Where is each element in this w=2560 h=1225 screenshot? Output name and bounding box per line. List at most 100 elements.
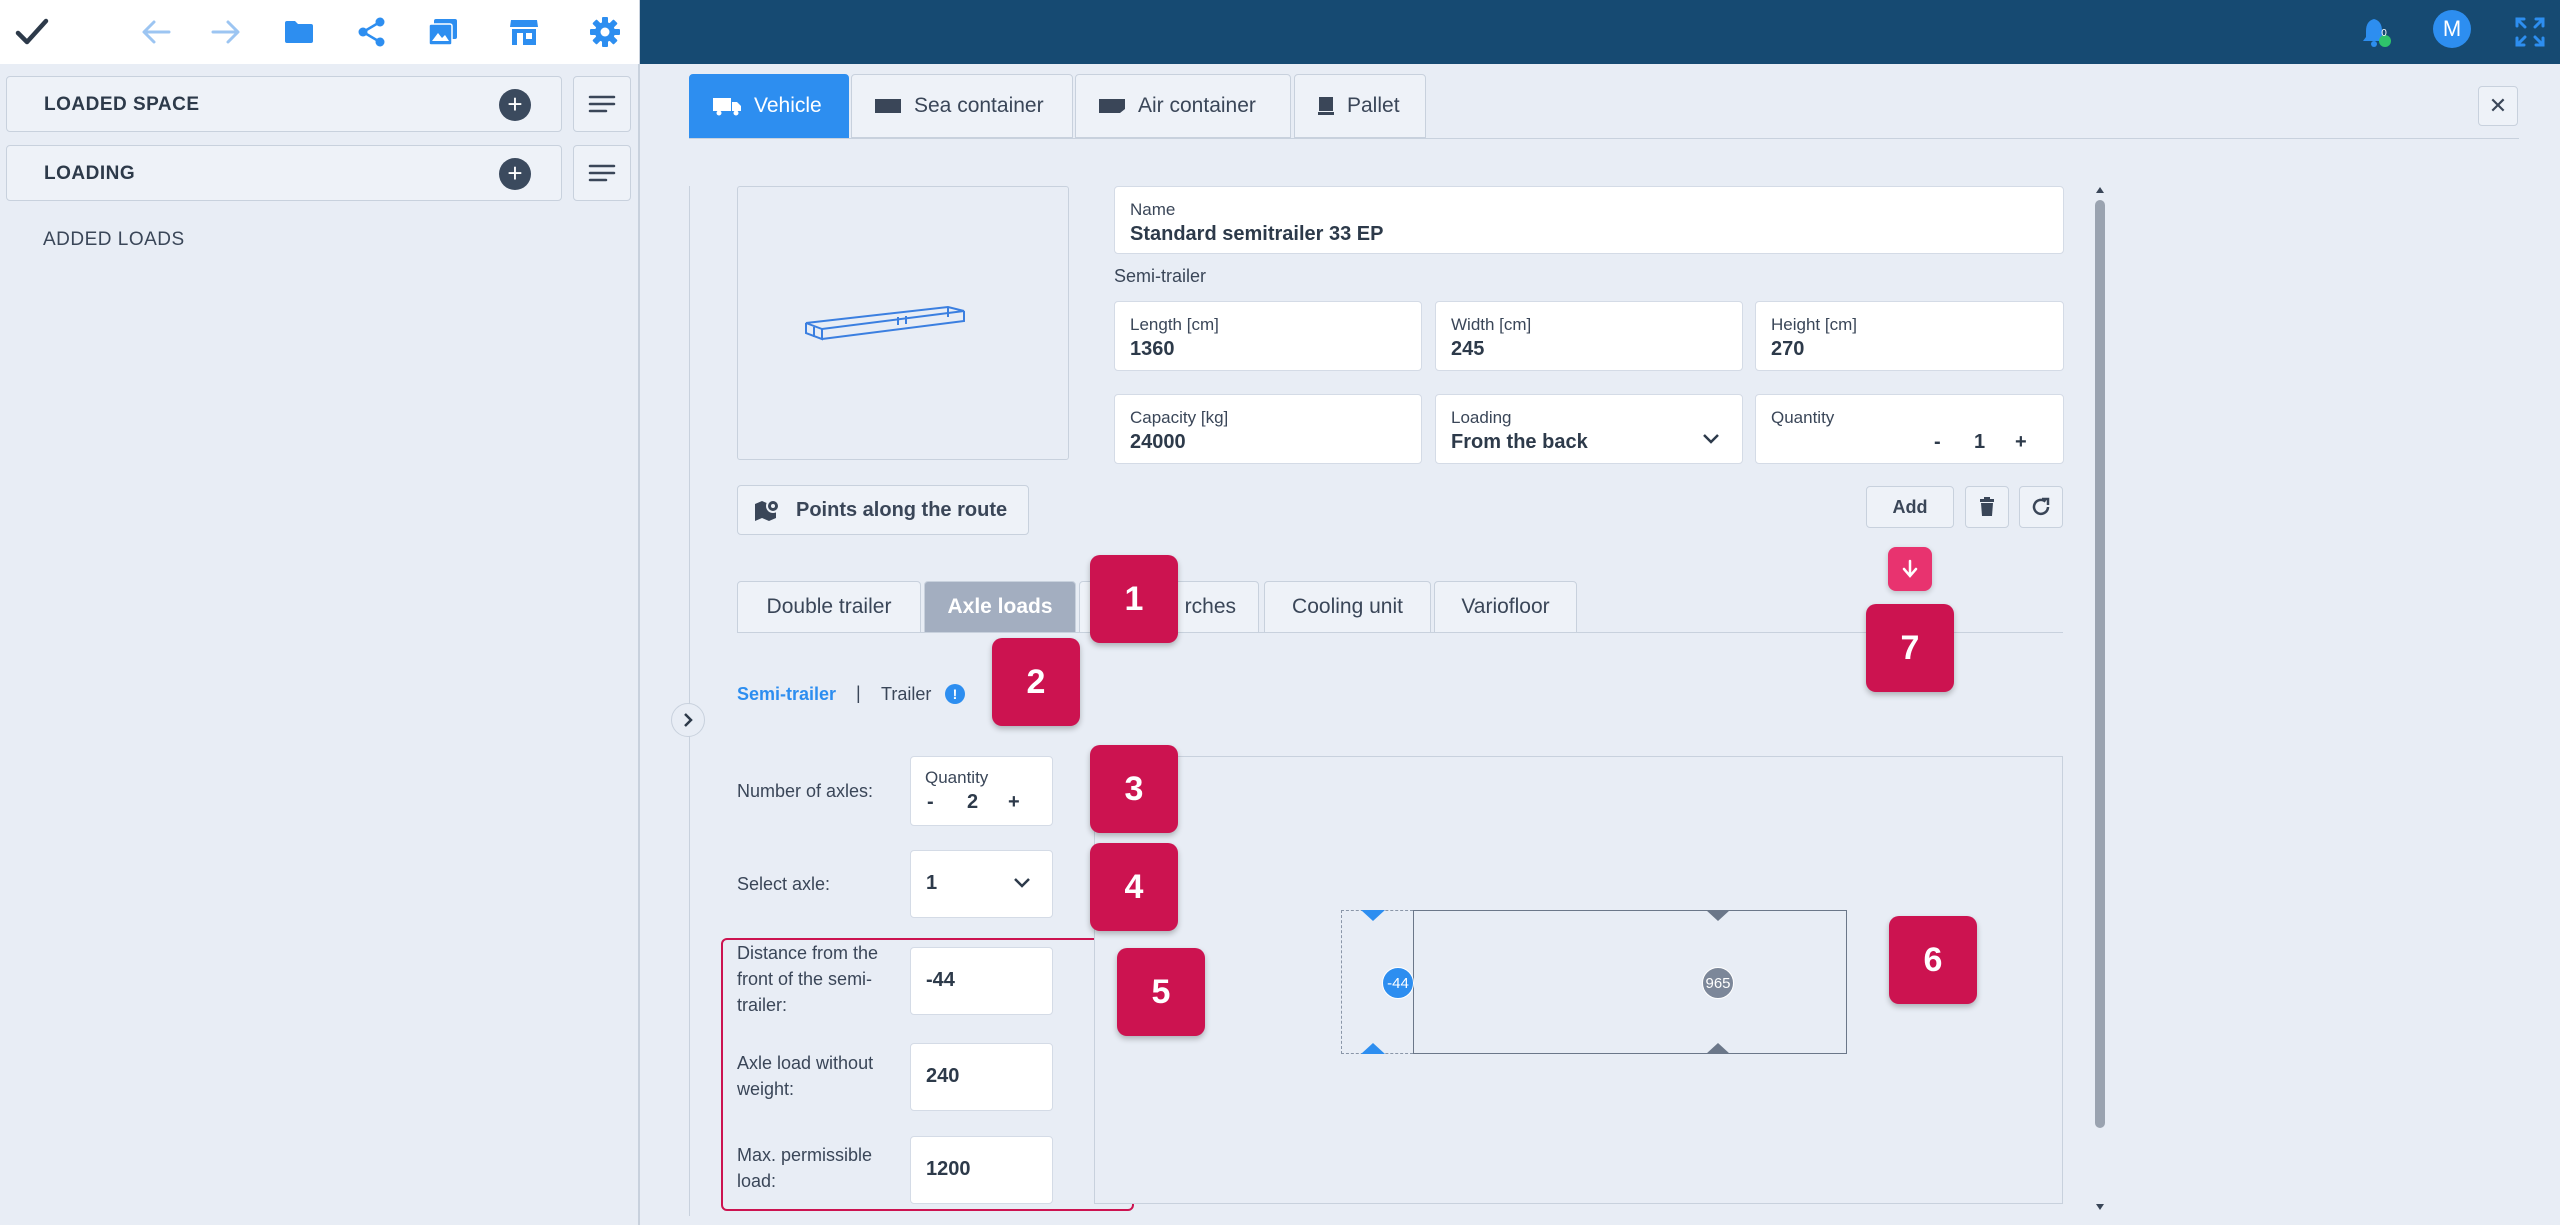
folder-icon[interactable] xyxy=(279,12,319,52)
select-axle-dropdown[interactable]: 1 xyxy=(910,850,1053,918)
marker-6: 6 xyxy=(1889,916,1977,1004)
quantity-plus-button[interactable]: + xyxy=(2015,431,2027,453)
expand-chevron-icon[interactable] xyxy=(671,703,705,737)
loading-label: LOADING xyxy=(44,163,136,184)
name-label: Name xyxy=(1130,200,1176,219)
forward-arrow-icon[interactable] xyxy=(206,12,246,52)
axle-load-input[interactable]: 240 xyxy=(910,1043,1053,1111)
axle-quantity-stepper[interactable]: Quantity - 2 + xyxy=(910,756,1053,826)
bell-icon[interactable] xyxy=(2356,12,2396,52)
axle2-handle[interactable]: 965 xyxy=(1702,967,1734,999)
capacity-field[interactable]: Capacity [kg] 24000 xyxy=(1114,394,1422,464)
subtab-axle-loads[interactable]: Axle loads xyxy=(924,581,1076,633)
delete-icon[interactable] xyxy=(1965,486,2009,528)
name-field[interactable]: Name Standard semitrailer 33 EP xyxy=(1114,186,2064,254)
axle-quantity-value: 2 xyxy=(967,791,979,813)
semi-trailer-toggle[interactable]: Semi-trailer xyxy=(737,684,837,704)
axle1-handle[interactable]: -44 xyxy=(1382,967,1414,999)
axle-quantity-label: Quantity xyxy=(925,768,989,787)
scrollbar[interactable] xyxy=(2093,186,2107,1216)
image-icon[interactable] xyxy=(423,12,463,52)
chevron-down-icon xyxy=(1014,878,1030,888)
vehicle-image xyxy=(737,186,1069,460)
back-arrow-icon[interactable] xyxy=(136,12,176,52)
loading-row[interactable]: LOADING + xyxy=(6,145,562,201)
scrollbar-thumb[interactable] xyxy=(2095,200,2105,1128)
info-icon[interactable]: ! xyxy=(945,684,965,704)
subtab-cooling-unit[interactable]: Cooling unit xyxy=(1264,581,1431,633)
check-icon[interactable] xyxy=(12,12,52,52)
capacity-value: 24000 xyxy=(1130,431,1186,453)
toggle-separator: | xyxy=(856,683,861,703)
marker-1: 1 xyxy=(1090,555,1178,643)
loading-label-field: Loading xyxy=(1451,408,1512,427)
loading-select[interactable]: Loading From the back xyxy=(1435,394,1743,464)
loaded-space-label: LOADED SPACE xyxy=(44,94,200,115)
max-load-input[interactable]: 1200 xyxy=(910,1136,1053,1204)
length-label: Length [cm] xyxy=(1130,315,1219,334)
scroll-down-arrow-icon[interactable] xyxy=(1888,547,1932,591)
quantity-stepper[interactable]: Quantity - 1 + xyxy=(1755,394,2064,464)
axle-load-value: 240 xyxy=(926,1065,960,1087)
trailer-toggle[interactable]: Trailer xyxy=(881,684,932,704)
tab-sea-container[interactable]: Sea container xyxy=(851,74,1073,138)
subtab-double-trailer[interactable]: Double trailer xyxy=(737,581,921,633)
height-label: Height [cm] xyxy=(1771,315,1857,334)
store-icon[interactable] xyxy=(504,12,544,52)
length-field[interactable]: Length [cm] 1360 xyxy=(1114,301,1422,371)
loading-menu-icon[interactable] xyxy=(573,145,631,201)
max-load-value: 1200 xyxy=(926,1158,971,1180)
trailer-outline xyxy=(1413,910,1847,1054)
add-button[interactable]: Add xyxy=(1866,486,1954,528)
semitrailer-icon xyxy=(805,305,965,341)
close-icon[interactable]: ✕ xyxy=(2478,86,2518,126)
gear-icon[interactable] xyxy=(585,12,625,52)
refresh-icon[interactable] xyxy=(2019,486,2063,528)
axle-quantity-plus-button[interactable]: + xyxy=(1008,791,1020,813)
subtabs-divider xyxy=(737,632,2063,633)
name-value: Standard semitrailer 33 EP xyxy=(1130,223,1384,245)
quantity-minus-button[interactable]: - xyxy=(1934,431,1941,453)
marker-2: 2 xyxy=(992,638,1080,726)
length-value: 1360 xyxy=(1130,338,1175,360)
distance-input[interactable]: -44 xyxy=(910,947,1053,1015)
loaded-space-menu-icon[interactable] xyxy=(573,76,631,132)
quantity-value: 1 xyxy=(1974,431,1986,453)
max-load-label: Max. permissible load: xyxy=(737,1145,873,1191)
points-along-route-button[interactable]: Points along the route xyxy=(737,485,1029,535)
left-panel: LOADED SPACE + LOADING + ADDED LOADS xyxy=(0,64,640,1225)
fullscreen-icon[interactable] xyxy=(2510,12,2550,52)
number-of-axles-label: Number of axles: xyxy=(737,781,874,801)
tab-pallet[interactable]: Pallet xyxy=(1294,74,1426,138)
tab-air-container[interactable]: Air container xyxy=(1075,74,1291,138)
subtab-variofloor[interactable]: Variofloor xyxy=(1434,581,1577,633)
axle-quantity-minus-button[interactable]: - xyxy=(927,791,934,813)
scroll-down-icon[interactable] xyxy=(2095,1203,2105,1211)
loaded-space-row[interactable]: LOADED SPACE + xyxy=(6,76,562,132)
scroll-up-icon[interactable] xyxy=(2095,186,2105,194)
width-value: 245 xyxy=(1451,338,1485,360)
chevron-down-icon xyxy=(1703,434,1719,444)
tab-vehicle[interactable]: Vehicle xyxy=(689,74,849,138)
points-along-route-label: Points along the route xyxy=(796,498,1008,521)
width-field[interactable]: Width [cm] 245 xyxy=(1435,301,1743,371)
axle2-bottom-marker-icon[interactable] xyxy=(1705,1042,1731,1054)
tab-air-container-label: Air container xyxy=(1138,94,1256,117)
axle2-top-marker-icon[interactable] xyxy=(1705,910,1731,922)
add-loading-button[interactable]: + xyxy=(499,158,531,190)
notification-count: 0 xyxy=(2381,28,2387,39)
avatar[interactable]: M xyxy=(2433,10,2471,48)
add-loaded-space-button[interactable]: + xyxy=(499,89,531,121)
distance-label: Distance from the front of the semi-trai… xyxy=(737,943,879,1015)
marker-5: 5 xyxy=(1117,948,1205,1036)
tab-pallet-label: Pallet xyxy=(1347,94,1400,117)
width-label: Width [cm] xyxy=(1451,315,1532,334)
added-loads-label: ADDED LOADS xyxy=(43,229,185,250)
axle1-bottom-marker-icon[interactable] xyxy=(1360,1042,1386,1054)
map-pin-icon xyxy=(755,499,780,521)
height-field[interactable]: Height [cm] 270 xyxy=(1755,301,2064,371)
axle1-top-marker-icon[interactable] xyxy=(1360,910,1386,922)
tab-sea-container-label: Sea container xyxy=(914,94,1044,117)
container-icon xyxy=(875,99,901,113)
share-icon[interactable] xyxy=(352,12,392,52)
